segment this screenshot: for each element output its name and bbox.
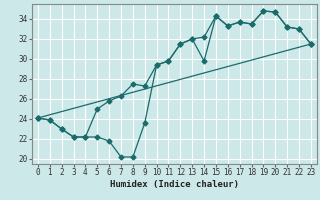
X-axis label: Humidex (Indice chaleur): Humidex (Indice chaleur) — [110, 180, 239, 189]
